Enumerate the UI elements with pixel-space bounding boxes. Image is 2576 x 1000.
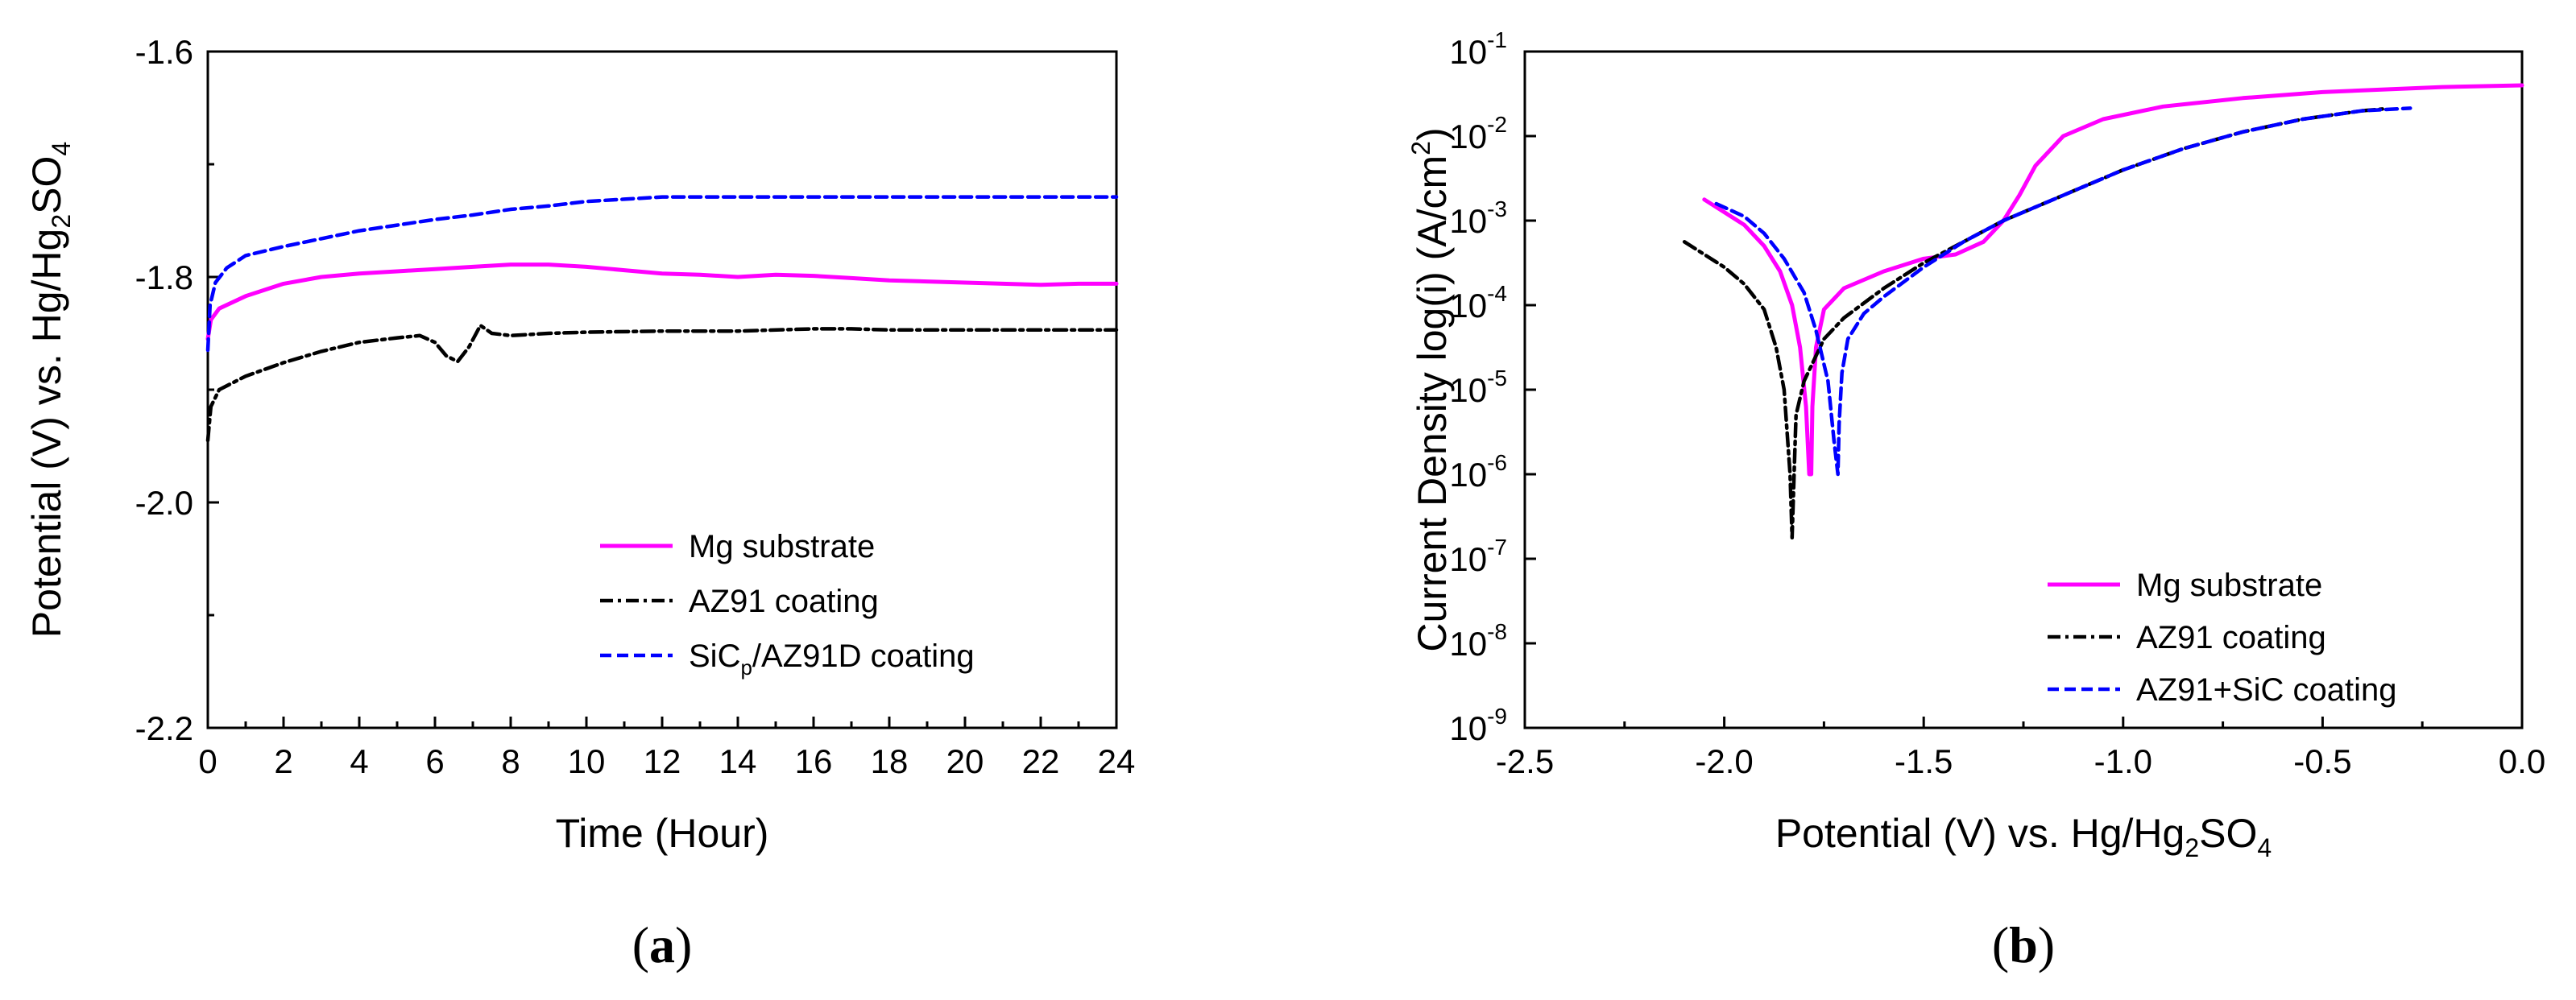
legend-label: AZ91 coating — [689, 584, 879, 619]
series-line-sicp-az91d-coating — [205, 195, 1119, 353]
y-tick-label: 10-6 — [1449, 450, 1507, 494]
x-axis-title-mid: SO — [2199, 811, 2257, 856]
x-tick-label: 14 — [719, 742, 757, 780]
panel-label-paren: ) — [2038, 916, 2055, 973]
y-tick-base: 10 — [1449, 625, 1487, 663]
panel-label: (a) — [632, 916, 693, 973]
legend-label-rest: /AZ91D coating — [752, 638, 975, 674]
y-tick-base: 10 — [1449, 287, 1487, 324]
legend-label-sub: p — [740, 655, 752, 680]
y-tick-label: 10-3 — [1449, 196, 1507, 240]
x-tick-label: 12 — [644, 742, 681, 780]
legend-label: Mg substrate — [689, 529, 875, 564]
panel-label-paren: ( — [1992, 916, 2009, 973]
y-tick-base: 10 — [1449, 118, 1487, 155]
y-tick-label: -2.0 — [135, 484, 193, 522]
y-tick-base: 10 — [1449, 371, 1487, 409]
y-tick-exponent: -5 — [1487, 366, 1507, 390]
x-axis-title-sub: 2 — [2185, 833, 2199, 862]
panel-b: -2.5 -2.0 -1.5 -1.0 -0.5 0.010-910-810-710-61… — [1406, 27, 2545, 973]
x-tick-label: 2 — [274, 742, 292, 780]
y-tick-exponent: -4 — [1487, 281, 1507, 306]
x-axis-title: Potential (V) vs. Hg/Hg2SO4 — [1775, 811, 2272, 862]
legend-label: SiCp/AZ91D coating — [689, 638, 975, 680]
y-axis-title-mid: SO — [24, 156, 69, 214]
y-tick-label: 10-2 — [1449, 112, 1507, 155]
y-tick-label: 10-4 — [1449, 281, 1507, 324]
panel-label-paren: ( — [632, 916, 649, 973]
series-line-mg-substrate — [1702, 83, 2524, 477]
panel-a: 0 2 4 6 8 10 12 14 16 18 20 22 24-2.2-2.0-1.8-1.6Mg … — [24, 33, 1135, 973]
y-tick-exponent: -8 — [1487, 619, 1507, 644]
x-tick-label: -1.5 — [1895, 742, 1953, 780]
legend-label-main: SiC — [689, 638, 740, 674]
y-axis-title-main: Current Density log(i) (A/cm — [1410, 155, 1455, 652]
y-axis-title-main: Potential (V) vs. Hg/Hg — [24, 229, 69, 638]
series-line-az91-coating — [205, 323, 1119, 443]
y-axis-title: Potential (V) vs. Hg/Hg2SO4 — [24, 142, 76, 638]
y-tick-label: 10-1 — [1449, 27, 1507, 71]
x-axis-title-sub: 4 — [2257, 833, 2272, 862]
y-tick-base: 10 — [1449, 456, 1487, 494]
x-axis-title-main: Potential (V) vs. Hg/Hg — [1775, 811, 2185, 856]
y-tick-label: 10-9 — [1449, 704, 1507, 747]
legend-label: AZ91+SiC coating — [2136, 672, 2397, 708]
y-tick-base: 10 — [1449, 540, 1487, 578]
y-tick-base: 10 — [1449, 202, 1487, 240]
x-axis-title: Time (Hour) — [556, 811, 769, 856]
y-axis-title-sub: 4 — [47, 142, 76, 156]
x-tick-label: 24 — [1098, 742, 1136, 780]
panel-label: (b) — [1992, 916, 2055, 973]
y-axis-title-sup: 2 — [1406, 141, 1435, 155]
y-tick-base: 10 — [1449, 33, 1487, 71]
y-tick-label: -1.8 — [135, 258, 193, 296]
y-axis-title: Current Density log(i) (A/cm2) — [1406, 127, 1455, 651]
x-tick-label: 18 — [871, 742, 909, 780]
legend-label: AZ91 coating — [2136, 620, 2326, 655]
panel-label-paren: ) — [675, 916, 692, 973]
x-tick-label: 6 — [425, 742, 444, 780]
x-tick-label: 16 — [795, 742, 833, 780]
y-tick-exponent: -3 — [1487, 196, 1507, 221]
y-tick-exponent: -2 — [1487, 112, 1507, 137]
y-tick-label: 10-5 — [1449, 366, 1507, 409]
y-tick-label: -2.2 — [135, 709, 193, 747]
x-tick-label: -2.5 — [1496, 742, 1554, 780]
y-axis-title-sub: 2 — [47, 214, 76, 229]
x-tick-label: 8 — [501, 742, 520, 780]
y-tick-exponent: -6 — [1487, 450, 1507, 475]
x-tick-label: 22 — [1022, 742, 1060, 780]
legend-label: Mg substrate — [2136, 568, 2322, 603]
x-tick-label: 20 — [946, 742, 984, 780]
series-line-mg-substrate — [205, 262, 1119, 341]
y-tick-label: 10-8 — [1449, 619, 1507, 663]
x-tick-label: -1.0 — [2094, 742, 2152, 780]
x-tick-label: 0 — [198, 742, 217, 780]
x-tick-label: 0.0 — [2499, 742, 2545, 780]
y-tick-exponent: -9 — [1487, 704, 1507, 729]
y-tick-base: 10 — [1449, 709, 1487, 747]
y-axis-title-end: ) — [1410, 127, 1455, 141]
y-tick-exponent: -1 — [1487, 27, 1507, 52]
y-tick-label: 10-7 — [1449, 535, 1507, 578]
series-line-az91-sic-coating — [1714, 106, 2412, 477]
series-line-az91-coating — [1682, 107, 2384, 540]
x-tick-label: 4 — [350, 742, 368, 780]
x-tick-label: -0.5 — [2293, 742, 2351, 780]
x-tick-label: 10 — [568, 742, 606, 780]
x-tick-label: -2.0 — [1695, 742, 1753, 780]
panel-label-letter: a — [649, 916, 675, 973]
y-tick-label: -1.6 — [135, 33, 193, 71]
panel-label-letter: b — [2009, 916, 2038, 973]
y-tick-exponent: -7 — [1487, 535, 1507, 560]
